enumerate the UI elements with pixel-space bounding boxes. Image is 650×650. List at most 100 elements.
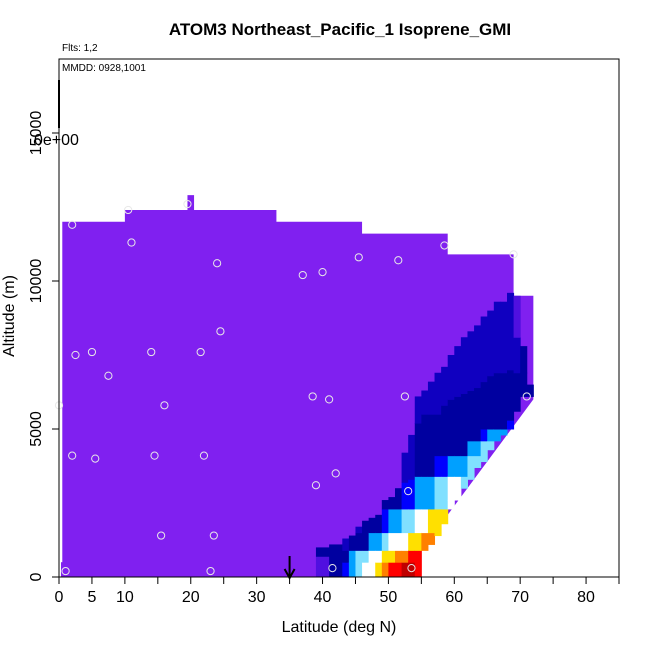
plot-area: [54, 195, 534, 578]
heatmap-cell: [401, 482, 409, 510]
heatmap-cell: [421, 414, 429, 477]
x-tick-label: 80: [577, 589, 595, 606]
obs-point: [147, 347, 156, 357]
heatmap-cell: [500, 301, 508, 374]
heatmap-cell: [395, 562, 403, 578]
heatmap-cell: [434, 414, 442, 457]
heatmap-cell: [507, 369, 515, 421]
heatmap-cell: [427, 381, 436, 415]
heatmap-cell: [467, 331, 475, 392]
heatmap-cell: [401, 508, 409, 534]
heatmap-cell: [408, 562, 416, 578]
obs-point: [325, 395, 334, 404]
heatmap-cell: [427, 476, 436, 510]
obs-point: [196, 347, 205, 357]
heatmap-cell: [355, 550, 363, 563]
x-tick-label: 40: [314, 589, 332, 606]
arrow-head: [283, 568, 296, 581]
x-tick-label: 10: [116, 589, 134, 606]
heatmap-cell: [487, 375, 495, 430]
x-axis-label: Latitude (deg N): [282, 619, 397, 636]
heatmap-cell: [434, 508, 442, 537]
heatmap-cell: [401, 452, 409, 483]
y-tick-label: 10000: [28, 259, 45, 304]
heatmap-cell: [375, 532, 383, 551]
heatmap-cell: [414, 508, 422, 534]
heatmap-cell: [447, 455, 455, 477]
obs-point: [509, 250, 518, 259]
heatmap-cell: [381, 550, 389, 563]
heatmap-cell: [395, 488, 403, 510]
heatmap-cell: [348, 535, 356, 551]
heatmap-cell: [427, 532, 436, 545]
obs-point: [328, 564, 337, 573]
heatmap-cell: [513, 372, 521, 412]
obs-point: [61, 566, 70, 576]
heatmap-cell: [329, 544, 343, 557]
y-tick-label: 0: [28, 572, 45, 581]
heatmap-cell: [381, 532, 389, 551]
x-axis: 0 5 10 20 30 40 50 60 70 80: [55, 577, 620, 606]
heatmap-cell: [480, 429, 488, 442]
x-tick-label: 50: [380, 589, 398, 606]
heatmap-cell: [467, 455, 475, 474]
heatmap-cell: [401, 562, 409, 578]
chart-title: ATOM3 Northeast_Pacific_1 Isoprene_GMI: [169, 20, 511, 39]
heatmap-cell: [474, 455, 482, 468]
heatmap-cell: [447, 500, 455, 510]
heatmap-cell: [414, 423, 422, 477]
heatmap-cell: [342, 550, 350, 563]
heatmap-cell: [408, 479, 416, 510]
heatmap-cell: [381, 500, 389, 510]
heatmap-cell: [368, 532, 376, 551]
heatmap-cell: [395, 532, 403, 551]
y-axis: 0 5000 10000 15000: [28, 111, 59, 581]
heatmap-cell: [421, 508, 429, 534]
heatmap-cell: [388, 550, 396, 563]
heatmap-cell: [395, 550, 403, 563]
heatmap-cell: [395, 508, 403, 534]
heatmap-cell: [474, 440, 482, 457]
heatmap-cell: [474, 325, 482, 389]
heatmap-cell: [493, 301, 501, 374]
heatmap-cell: [368, 562, 376, 578]
heatmap-cell: [421, 390, 429, 415]
obs-point: [160, 401, 169, 410]
obs-point: [199, 451, 209, 460]
arrow-marker: [283, 556, 296, 581]
heatmap-cell: [493, 429, 501, 442]
y-tick-label: 15000: [28, 111, 45, 156]
heatmap-cell: [434, 372, 442, 415]
heatmap-cell: [480, 440, 488, 463]
heatmap-cell: [388, 532, 396, 551]
obs-point: [407, 564, 416, 573]
heatmap-cell: [375, 550, 383, 563]
heatmap-cell: [388, 497, 396, 510]
plot-frame: [58, 58, 620, 578]
heatmap-cell: [487, 429, 495, 442]
heatmap-cell: [315, 556, 330, 578]
heatmap-cell: [362, 562, 370, 578]
heatmap-cell: [520, 346, 528, 374]
heatmap-cell: [401, 550, 409, 563]
heatmap-cell: [513, 337, 521, 374]
obs-point: [209, 531, 218, 540]
heatmap-cell: [460, 393, 468, 457]
heatmap-cell: [487, 310, 495, 377]
heatmap-cell: [427, 508, 436, 534]
heatmap-cell: [362, 520, 370, 534]
dates-label: MMDD: 0928,1001: [62, 63, 146, 74]
obs-point: [127, 238, 136, 247]
heatmap-cell: [441, 476, 449, 510]
surface-cell: [60, 562, 69, 577]
heatmap-cell: [362, 550, 370, 563]
obs-point: [206, 566, 215, 576]
obs-point: [354, 253, 363, 262]
obs-point: [124, 205, 133, 215]
heatmap-cell: [447, 399, 455, 457]
obs-point: [318, 268, 327, 277]
heatmap-cell: [460, 476, 468, 489]
heatmap-cell: [408, 532, 416, 551]
heatmap-cell: [454, 476, 462, 501]
